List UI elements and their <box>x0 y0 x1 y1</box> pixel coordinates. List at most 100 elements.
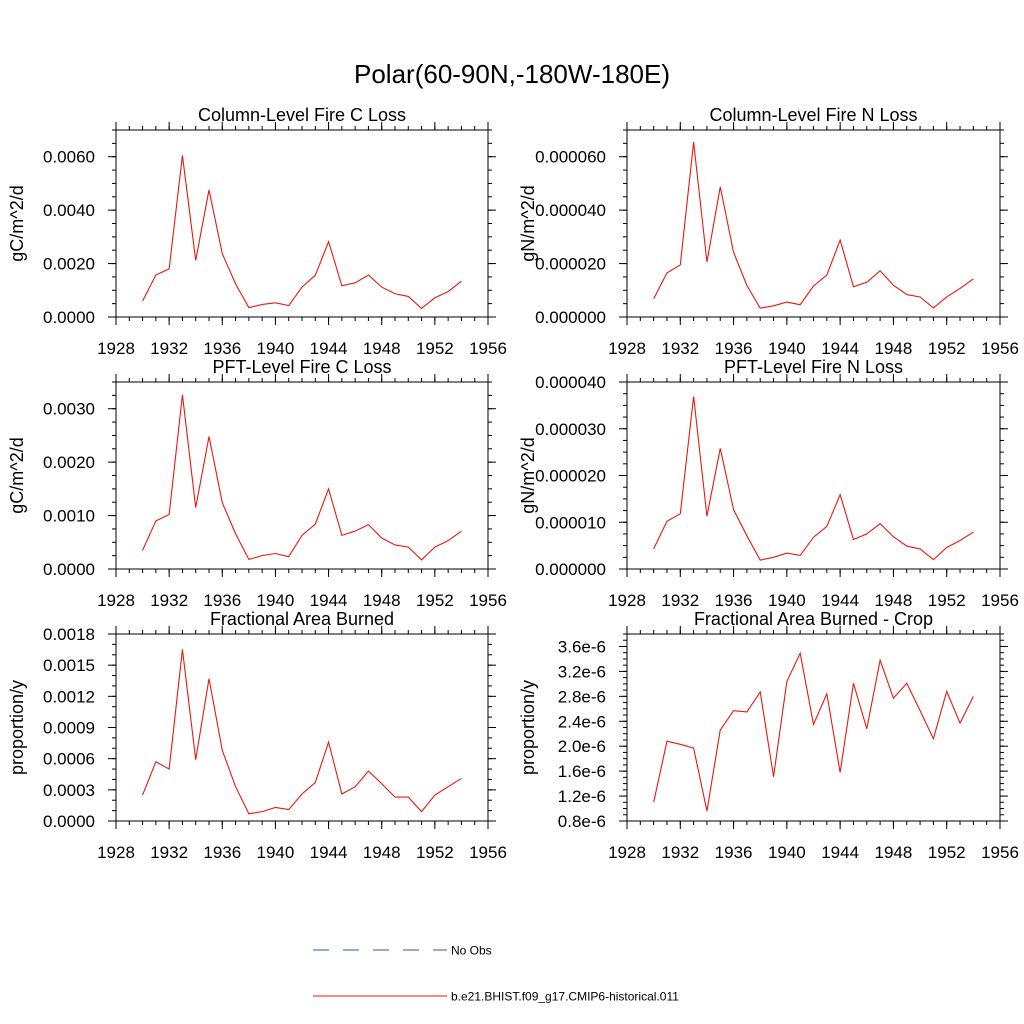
figure-title: Polar(60-90N,-180W-180E) <box>354 59 670 89</box>
x-tick-label: 1940 <box>768 843 806 862</box>
x-tick-label: 1952 <box>416 591 454 610</box>
x-tick-label: 1928 <box>608 843 646 862</box>
x-tick-label: 1936 <box>203 339 241 358</box>
y-tick-label: 0.0040 <box>43 201 95 220</box>
y-tick-label: 0.8e-6 <box>558 812 606 831</box>
y-tick-label: 0.000040 <box>535 201 606 220</box>
x-tick-label: 1948 <box>875 591 913 610</box>
y-tick-label: 0.0006 <box>43 750 95 769</box>
panel-title: Column-Level Fire C Loss <box>198 105 406 125</box>
legend-label-model: b.e21.BHIST.f09_g17.CMIP6-historical.011 <box>451 990 679 1004</box>
panels: Column-Level Fire C Loss gC/m^2/d 1928 1932… <box>7 105 1019 862</box>
x-tick-label: 1936 <box>715 339 753 358</box>
x-tick-label: 1956 <box>469 339 507 358</box>
x-tick-label: 1940 <box>257 591 295 610</box>
x-tick-label: 1948 <box>363 339 401 358</box>
y-tick-label: 3.2e-6 <box>558 662 606 681</box>
series-line <box>653 396 974 561</box>
x-tick-label: 1928 <box>608 591 646 610</box>
x-tick-label: 1928 <box>97 339 135 358</box>
y-axis-label: gN/m^2/d <box>518 185 538 261</box>
x-tick-label: 1948 <box>363 591 401 610</box>
panel-title: Column-Level Fire N Loss <box>709 105 917 125</box>
x-tick-label: 1936 <box>715 591 753 610</box>
y-tick-label: 0.0018 <box>43 625 95 644</box>
chart-panel: PFT-Level Fire C Loss gC/m^2/d 1928 1932 193… <box>7 357 507 610</box>
y-tick-label: 0.000060 <box>535 148 606 167</box>
x-tick-label: 1932 <box>150 843 188 862</box>
x-tick-label: 1932 <box>150 339 188 358</box>
x-tick-label: 1944 <box>310 339 348 358</box>
y-axis-label: gN/m^2/d <box>518 437 538 513</box>
x-tick-label: 1932 <box>150 591 188 610</box>
y-tick-label: 0.0000 <box>43 812 95 831</box>
y-axis-label: gC/m^2/d <box>7 437 27 513</box>
x-tick-label: 1944 <box>310 591 348 610</box>
chart-panel: Fractional Area Burned - Crop proportion/… <box>518 609 1019 862</box>
y-tick-label: 0.0020 <box>43 255 95 274</box>
x-tick-label: 1956 <box>469 843 507 862</box>
x-tick-label: 1928 <box>97 843 135 862</box>
panel-title: PFT-Level Fire C Loss <box>212 357 391 377</box>
y-tick-label: 0.000020 <box>535 467 606 486</box>
y-tick-label: 0.0000 <box>43 560 95 579</box>
x-tick-label: 1944 <box>821 339 859 358</box>
y-tick-label: 1.6e-6 <box>558 762 606 781</box>
y-tick-label: 0.000010 <box>535 513 606 532</box>
y-axis-label: proportion/y <box>7 680 27 775</box>
x-tick-label: 1948 <box>363 843 401 862</box>
y-tick-label: 0.0003 <box>43 781 95 800</box>
y-tick-label: 0.000040 <box>535 373 606 392</box>
x-tick-label: 1940 <box>257 339 295 358</box>
x-tick-label: 1936 <box>203 591 241 610</box>
x-tick-label: 1952 <box>928 339 966 358</box>
series-line <box>142 155 462 310</box>
x-tick-label: 1956 <box>981 339 1019 358</box>
x-tick-label: 1940 <box>768 591 806 610</box>
y-tick-label: 0.000020 <box>535 255 606 274</box>
x-tick-label: 1956 <box>981 843 1019 862</box>
y-axis-label: proportion/y <box>518 680 538 775</box>
legend-label-no-obs: No Obs <box>451 944 492 958</box>
x-tick-label: 1940 <box>257 843 295 862</box>
legend: No Obs b.e21.BHIST.f09_g17.CMIP6-histori… <box>313 944 679 1004</box>
x-tick-label: 1956 <box>981 591 1019 610</box>
y-tick-label: 0.0010 <box>43 507 95 526</box>
x-tick-label: 1932 <box>661 843 699 862</box>
x-tick-label: 1936 <box>715 843 753 862</box>
series-line <box>653 651 974 812</box>
y-tick-label: 0.0000 <box>43 308 95 327</box>
panel-title: PFT-Level Fire N Loss <box>724 357 903 377</box>
y-tick-label: 0.000000 <box>535 308 606 327</box>
x-tick-label: 1932 <box>661 339 699 358</box>
y-tick-label: 0.0060 <box>43 148 95 167</box>
chart-panel: PFT-Level Fire N Loss gN/m^2/d 1928 1932 193… <box>518 357 1019 610</box>
x-tick-label: 1952 <box>416 843 454 862</box>
y-tick-label: 0.0020 <box>43 453 95 472</box>
panel-title: Fractional Area Burned <box>210 609 394 629</box>
series-line <box>142 649 462 815</box>
x-tick-label: 1944 <box>821 843 859 862</box>
x-tick-label: 1956 <box>469 591 507 610</box>
y-tick-label: 0.000000 <box>535 560 606 579</box>
y-tick-label: 2.0e-6 <box>558 737 606 756</box>
y-tick-label: 3.6e-6 <box>558 637 606 656</box>
x-tick-label: 1940 <box>768 339 806 358</box>
chart-panel: Fractional Area Burned proportion/y 1928 19… <box>7 609 507 862</box>
y-tick-label: 2.8e-6 <box>558 687 606 706</box>
series-line <box>142 394 462 561</box>
x-tick-label: 1928 <box>97 591 135 610</box>
x-tick-label: 1952 <box>416 339 454 358</box>
y-tick-label: 0.0030 <box>43 400 95 419</box>
chart-panel: Column-Level Fire N Loss gN/m^2/d 1928 1932… <box>518 105 1019 358</box>
x-tick-label: 1952 <box>928 843 966 862</box>
x-tick-label: 1928 <box>608 339 646 358</box>
x-tick-label: 1948 <box>875 339 913 358</box>
x-tick-label: 1952 <box>928 591 966 610</box>
y-axis-label: gC/m^2/d <box>7 185 27 261</box>
series-line <box>653 141 974 309</box>
x-tick-label: 1936 <box>203 843 241 862</box>
x-tick-label: 1944 <box>821 591 859 610</box>
y-tick-label: 0.000030 <box>535 420 606 439</box>
y-tick-label: 0.0009 <box>43 719 95 738</box>
